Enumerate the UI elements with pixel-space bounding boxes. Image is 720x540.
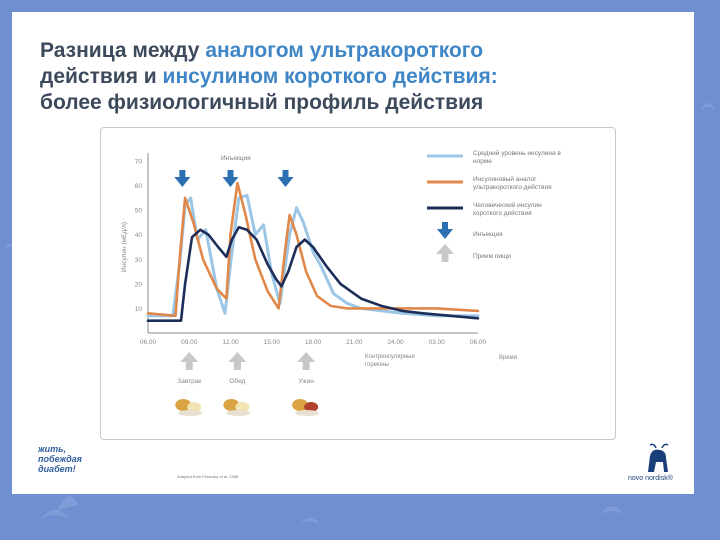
slide-canvas: Разница между аналогом ультракороткого д… bbox=[12, 12, 694, 494]
injection-arrow-icon-head bbox=[277, 177, 294, 187]
injection-arrow-icon bbox=[174, 170, 191, 187]
butterfly-decoration bbox=[600, 506, 624, 515]
y-tick-label: 10 bbox=[135, 306, 143, 313]
counterregulatory-label: Контринсулярные bbox=[365, 354, 415, 360]
y-tick-label: 20 bbox=[135, 281, 143, 288]
source-footnote: Adapted from Polonsky et al. 1988. bbox=[177, 474, 240, 479]
counterregulatory-label: гормоны bbox=[365, 362, 389, 368]
injection-arrow-icon-head bbox=[174, 177, 191, 187]
y-tick-label: 40 bbox=[135, 232, 143, 239]
brand-slogan-line: побеждая bbox=[38, 454, 82, 464]
legend-meal-icon-shaft bbox=[441, 254, 449, 262]
meal-label: Ужин bbox=[298, 378, 314, 385]
meal-arrow-icon-head bbox=[180, 352, 199, 362]
brand-slogan-line: жить, bbox=[38, 444, 66, 454]
y-tick-label: 30 bbox=[135, 257, 143, 264]
injection-arrow-icon-shaft bbox=[282, 170, 289, 177]
food-icon-part bbox=[223, 399, 240, 411]
brand-slogan-line: диабет! bbox=[38, 464, 76, 474]
legend-label: Прием пищи bbox=[473, 253, 511, 260]
food-icon bbox=[292, 399, 320, 416]
injection-arrow-icon bbox=[222, 170, 239, 187]
slide-title: Разница между аналогом ультракороткого д… bbox=[40, 38, 640, 116]
legend-label: Инсулиновый аналог bbox=[473, 175, 537, 183]
meal-arrow-icon bbox=[180, 352, 199, 370]
food-icon-part bbox=[292, 399, 309, 411]
meal-arrow-icon-shaft bbox=[302, 362, 310, 370]
food-icon-part bbox=[235, 402, 250, 412]
meal-label: Завтрак bbox=[177, 378, 201, 385]
insulin-profile-chart: 10 20 30 40 50 60 70 Инсулин (мЕд/л) 06.00 09.00 1… bbox=[121, 149, 561, 416]
food-icon bbox=[223, 399, 251, 416]
meal-arrow-icon-head bbox=[297, 352, 316, 362]
injection-top-label: Инъекция bbox=[221, 155, 251, 162]
y-tick-label: 60 bbox=[135, 183, 143, 190]
food-icon-part bbox=[295, 410, 320, 416]
legend-meal-icon-head bbox=[436, 244, 454, 254]
series-line-3 bbox=[146, 226, 480, 322]
legend-label: Человеческий инсулин bbox=[473, 201, 542, 209]
meal-arrow-icon-shaft bbox=[185, 362, 193, 370]
legend-label: ультракороткого действия bbox=[473, 183, 552, 191]
legend-label: норме bbox=[473, 158, 492, 165]
food-icon-part bbox=[175, 399, 192, 411]
series-line-2 bbox=[146, 181, 480, 318]
x-tick-label: 03.00 bbox=[429, 339, 446, 346]
chart-panel: 10 20 30 40 50 60 70 Инсулин (мЕд/л) 06.00 09.00 1… bbox=[100, 127, 616, 440]
injection-arrow-icon-shaft bbox=[227, 170, 234, 177]
meal-arrow-icon bbox=[297, 352, 316, 370]
food-icon-part bbox=[304, 402, 319, 412]
injection-arrow-icon-head bbox=[222, 177, 239, 187]
x-tick-label: 12.00 bbox=[222, 339, 239, 346]
x-tick-label: 06.00 bbox=[470, 339, 487, 346]
novo-nordisk-logo: novo nordisk® bbox=[626, 442, 688, 487]
x-tick-label: 24.00 bbox=[387, 339, 404, 346]
x-tick-label: 21.00 bbox=[346, 339, 363, 346]
x-tick-label: 06.00 bbox=[140, 339, 157, 346]
food-icon bbox=[175, 399, 203, 416]
food-icon-part bbox=[226, 410, 251, 416]
y-tick-label: 50 bbox=[135, 208, 143, 215]
title-text: действия и bbox=[40, 65, 163, 88]
title-text: Разница между bbox=[40, 39, 206, 62]
y-tick-label: 70 bbox=[135, 159, 143, 166]
butterfly-decoration bbox=[700, 103, 716, 110]
legend-meal-icon bbox=[436, 244, 454, 262]
legend-label: короткого действия bbox=[473, 209, 532, 217]
food-icon-part bbox=[187, 402, 202, 412]
title-text-highlight: инсулином короткого действия: bbox=[162, 65, 498, 88]
brand-slogan: жить, побеждая диабет! bbox=[38, 444, 82, 474]
x-tick-label: 09.00 bbox=[181, 339, 198, 346]
injection-arrow-icon bbox=[277, 170, 294, 187]
meal-arrow-icon bbox=[228, 352, 247, 370]
x-tick-label: 18.00 bbox=[305, 339, 322, 346]
meal-arrow-icon-shaft bbox=[233, 362, 241, 370]
apis-bull-icon bbox=[648, 443, 669, 472]
injection-arrow-icon-shaft bbox=[179, 170, 186, 177]
series-line-1 bbox=[146, 193, 480, 318]
legend-injection-icon bbox=[437, 222, 453, 239]
meal-label: Обед bbox=[229, 377, 245, 385]
meal-arrow-icon-head bbox=[228, 352, 247, 362]
title-text: более физиологичный профиль действия bbox=[40, 91, 484, 114]
y-axis-label: Инсулин (мЕд/л) bbox=[121, 222, 128, 272]
food-icon-part bbox=[178, 410, 203, 416]
x-axis-label: Время bbox=[499, 355, 517, 361]
brand-name: novo nordisk® bbox=[628, 475, 673, 482]
butterfly-decoration bbox=[40, 496, 78, 520]
legend-injection-icon-shaft bbox=[442, 222, 448, 229]
x-tick-label: 15.00 bbox=[264, 339, 281, 346]
butterfly-decoration bbox=[300, 517, 320, 525]
legend-label: Средний уровень инсулина в bbox=[473, 149, 561, 157]
title-text-highlight: аналогом ультракороткого bbox=[205, 39, 484, 62]
legend-injection-icon-head bbox=[437, 229, 453, 239]
legend-label: Инъекция bbox=[473, 231, 503, 238]
